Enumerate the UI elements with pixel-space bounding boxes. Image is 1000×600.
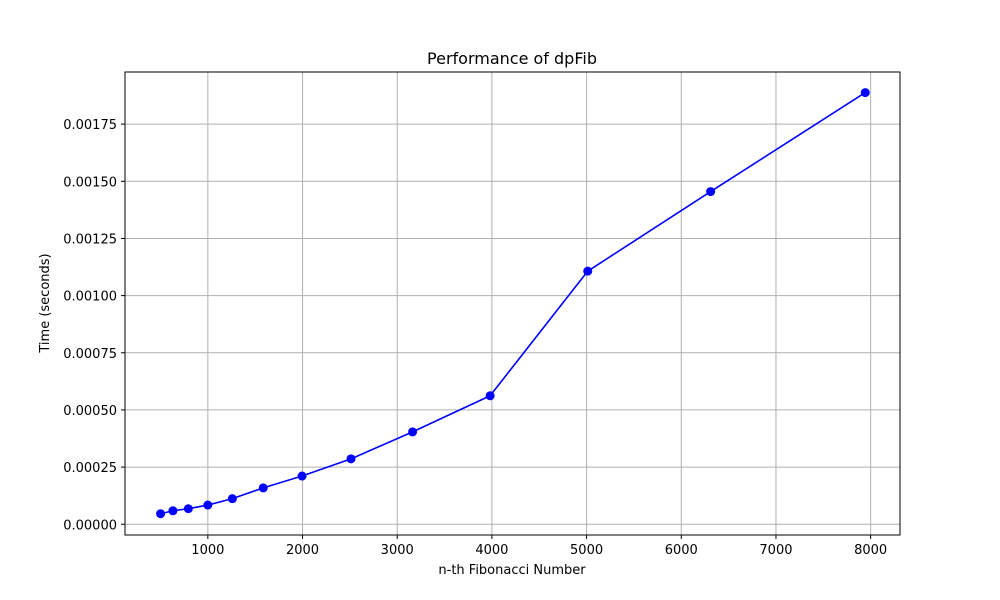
y-axis-title: Time (seconds) — [38, 253, 53, 353]
y-tick-label: 0.00000 — [63, 518, 117, 533]
y-tick-label: 0.00050 — [63, 404, 117, 419]
series-layer — [156, 88, 870, 519]
data-point — [346, 454, 356, 464]
data-point — [408, 427, 418, 437]
data-point — [156, 509, 166, 519]
grid-layer — [125, 72, 900, 535]
data-point — [203, 500, 213, 510]
y-tick-label: 0.00100 — [63, 290, 117, 305]
x-tick-label: 1000 — [191, 543, 224, 558]
x-axis-title: n-th Fibonacci Number — [438, 563, 586, 578]
data-point — [297, 471, 307, 481]
x-tick-label: 3000 — [381, 543, 414, 558]
x-tick-label: 8000 — [854, 543, 887, 558]
x-tick-label: 5000 — [570, 543, 603, 558]
series-line — [160, 91, 866, 515]
y-tick-label: 0.00175 — [63, 118, 117, 133]
data-point — [258, 483, 268, 493]
data-point — [227, 494, 237, 504]
data-point — [706, 187, 716, 197]
x-tick-label: 7000 — [759, 543, 792, 558]
plot-area-frame — [124, 71, 901, 536]
chart-title: Performance of dpFib — [427, 49, 597, 68]
data-point — [485, 391, 495, 401]
data-point — [860, 88, 870, 98]
y-tick-label: 0.00025 — [63, 461, 117, 476]
data-point — [168, 506, 178, 516]
y-tick-label: 0.00125 — [63, 232, 117, 247]
y-tick-label: 0.00150 — [63, 175, 117, 190]
data-point — [583, 266, 593, 276]
data-point — [183, 504, 193, 514]
x-tick-label: 2000 — [286, 543, 319, 558]
x-tick-label: 6000 — [665, 543, 698, 558]
y-tick-label: 0.00075 — [63, 347, 117, 362]
tick-layer: 1000 2000 3000 4000 5000 6000 7000 8000 0.00000 0… — [63, 118, 887, 558]
x-tick-label: 4000 — [475, 543, 508, 558]
